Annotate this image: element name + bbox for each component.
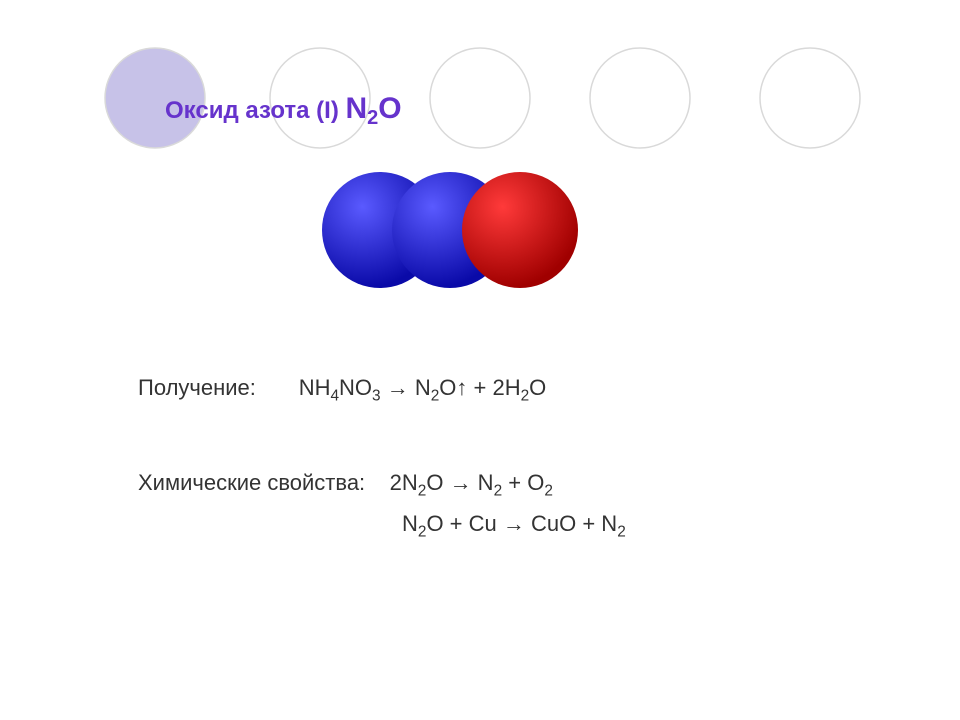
preparation-label: Получение: xyxy=(138,375,256,400)
properties-row-2: N2O + Cu → CuO + N2 xyxy=(138,506,626,541)
slide-title: Оксид азота (I) N2O xyxy=(165,92,402,130)
content-block: Получение: NH4NO3 → N2O↑ + 2H2O Химическ… xyxy=(138,370,626,542)
properties-equation-2: N2O + Cu → CuO + N2 xyxy=(402,511,626,536)
preparation-equation: NH4NO3 → N2O↑ + 2H2O xyxy=(299,375,547,400)
title-formula-sub: 2 xyxy=(367,107,378,129)
molecule-model xyxy=(320,160,580,300)
title-text: Оксид азота (I) xyxy=(165,97,346,124)
properties-equation-1: 2N2O → N2 + O2 xyxy=(390,470,553,495)
title-formula-o: O xyxy=(378,92,401,125)
molecule-svg xyxy=(320,160,580,300)
properties-label: Химические свойства: xyxy=(138,470,365,495)
title-formula-n: N xyxy=(346,92,368,125)
decor-circles-row xyxy=(0,46,960,166)
properties-row-1: Химические свойства: 2N2O → N2 + O2 xyxy=(138,465,626,500)
preparation-row: Получение: NH4NO3 → N2O↑ + 2H2O xyxy=(138,370,626,405)
